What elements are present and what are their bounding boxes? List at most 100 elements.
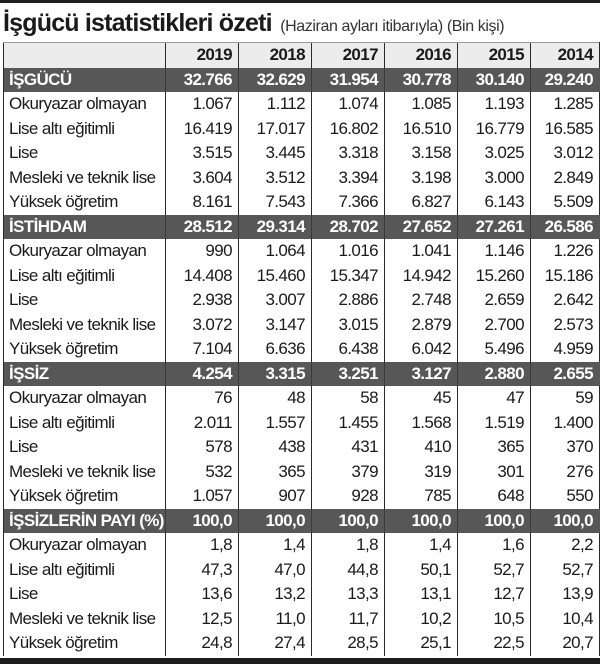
value-cell: 1.016 <box>311 239 385 264</box>
row-label: Okuryazar olmayan <box>3 386 166 411</box>
value-cell: 785 <box>384 484 458 509</box>
section-total-cell: 100,0 <box>530 508 600 533</box>
row-label: Mesleki ve teknik lise <box>3 459 166 484</box>
section-total-cell: 3.127 <box>384 361 458 386</box>
value-cell: 1.057 <box>165 484 239 509</box>
section-total-cell: 31.954 <box>311 67 385 92</box>
value-cell: 1.285 <box>530 92 600 117</box>
value-cell: 276 <box>530 459 600 484</box>
value-cell: 3.000 <box>457 165 531 190</box>
table-row: Okuryazar olmayan 990 1.064 1.016 1.041 1.146… <box>3 239 600 264</box>
value-cell: 11,7 <box>311 606 385 631</box>
value-cell: 1.400 <box>530 410 600 435</box>
table-row: Lise 2.938 3.007 2.886 2.748 2.659 2.642 <box>3 288 600 313</box>
value-cell: 1,4 <box>238 533 312 558</box>
table-row: Yüksek öğretim 8.161 7.543 7.366 6.827 6.143 5… <box>3 190 600 215</box>
value-cell: 3.015 <box>311 312 385 337</box>
value-cell: 2.748 <box>384 288 458 313</box>
value-cell: 14.942 <box>384 263 458 288</box>
value-cell: 28,5 <box>311 631 385 656</box>
table-row: Mesleki ve teknik lise 12,5 11,0 11,7 10,2 10… <box>3 606 600 631</box>
table-row: Mesleki ve teknik lise 3.072 3.147 3.015 2.8… <box>3 312 600 337</box>
value-cell: 11,0 <box>238 606 312 631</box>
section-total-cell: 3.315 <box>238 361 312 386</box>
value-cell: 431 <box>311 435 385 460</box>
value-cell: 76 <box>165 386 239 411</box>
value-cell: 20,7 <box>530 631 600 656</box>
row-label: Lise altı eğitimli <box>3 557 166 582</box>
value-cell: 1.067 <box>165 92 239 117</box>
section-total-cell: 100,0 <box>457 508 531 533</box>
title-subtitle: (Haziran ayları itibarıyla) (Bin kişi) <box>280 18 505 35</box>
value-cell: 578 <box>165 435 239 460</box>
value-cell: 15.460 <box>238 263 312 288</box>
value-cell: 3.445 <box>238 141 312 166</box>
section-total-cell: 29.240 <box>530 67 600 92</box>
row-label: Mesleki ve teknik lise <box>3 165 166 190</box>
value-cell: 2.011 <box>165 410 239 435</box>
value-cell: 3.198 <box>384 165 458 190</box>
value-cell: 4.959 <box>530 337 600 362</box>
row-label: Okuryazar olmayan <box>3 533 166 558</box>
value-cell: 47,3 <box>165 557 239 582</box>
section-total-cell: 27.261 <box>457 214 531 239</box>
value-cell: 2.938 <box>165 288 239 313</box>
value-cell: 928 <box>311 484 385 509</box>
value-cell: 27,4 <box>238 631 312 656</box>
value-cell: 3.394 <box>311 165 385 190</box>
section-total-cell: 100,0 <box>384 508 458 533</box>
value-cell: 12,7 <box>457 582 531 607</box>
table-row: Mesleki ve teknik lise 532 365 379 319 301 276 <box>3 459 600 484</box>
value-cell: 7.366 <box>311 190 385 215</box>
value-cell: 10,2 <box>384 606 458 631</box>
value-cell: 2.659 <box>457 288 531 313</box>
value-cell: 3.318 <box>311 141 385 166</box>
value-cell: 16.802 <box>311 116 385 141</box>
value-cell: 5.496 <box>457 337 531 362</box>
value-cell: 14.408 <box>165 263 239 288</box>
section-total-cell: 28.512 <box>165 214 239 239</box>
table-row: Okuryazar olmayan 1.067 1.112 1.074 1.085 1.1… <box>3 92 600 117</box>
value-cell: 6.827 <box>384 190 458 215</box>
value-cell: 1.193 <box>457 92 531 117</box>
row-label: Yüksek öğretim <box>3 631 166 656</box>
labor-stats-table: 2019 2018 2017 2016 2015 2014 İŞGÜCÜ 32.7… <box>3 42 600 656</box>
year-header: 2014 <box>530 42 600 68</box>
value-cell: 13,9 <box>530 582 600 607</box>
section-row: İŞGÜCÜ 32.766 32.629 31.954 30.778 30.140 29.2… <box>3 67 600 92</box>
value-cell: 1,8 <box>165 533 239 558</box>
table-row: Lise altı eğitimli 47,3 47,0 44,8 50,1 52,7 52… <box>3 557 600 582</box>
value-cell: 25,1 <box>384 631 458 656</box>
row-label: Yüksek öğretim <box>3 484 166 509</box>
value-cell: 1.041 <box>384 239 458 264</box>
value-cell: 1.226 <box>530 239 600 264</box>
section-total-cell: 28.702 <box>311 214 385 239</box>
section-total-cell: 4.254 <box>165 361 239 386</box>
value-cell: 1.085 <box>384 92 458 117</box>
value-cell: 379 <box>311 459 385 484</box>
section-total-cell: 100,0 <box>311 508 385 533</box>
row-label: Lise <box>3 435 166 460</box>
value-cell: 2,2 <box>530 533 600 558</box>
header-blank-cell <box>3 42 166 68</box>
value-cell: 16.779 <box>457 116 531 141</box>
value-cell: 15.186 <box>530 263 600 288</box>
value-cell: 16.419 <box>165 116 239 141</box>
value-cell: 2.849 <box>530 165 600 190</box>
section-row: İSTİHDAM 28.512 29.314 28.702 27.652 27.261 26… <box>3 214 600 239</box>
value-cell: 3.158 <box>384 141 458 166</box>
value-cell: 1.455 <box>311 410 385 435</box>
value-cell: 15.347 <box>311 263 385 288</box>
section-label: İŞSİZ <box>3 361 166 386</box>
value-cell: 47,0 <box>238 557 312 582</box>
value-cell: 6.143 <box>457 190 531 215</box>
year-header-row: 2019 2018 2017 2016 2015 2014 <box>3 42 600 68</box>
value-cell: 16.510 <box>384 116 458 141</box>
value-cell: 2.642 <box>530 288 600 313</box>
row-label: Mesleki ve teknik lise <box>3 312 166 337</box>
value-cell: 5.509 <box>530 190 600 215</box>
table-row: Okuryazar olmayan 76 48 58 45 47 59 <box>3 386 600 411</box>
value-cell: 365 <box>457 435 531 460</box>
section-total-cell: 26.586 <box>530 214 600 239</box>
table-row: Okuryazar olmayan 1,8 1,4 1,8 1,4 1,6 2,2 <box>3 533 600 558</box>
